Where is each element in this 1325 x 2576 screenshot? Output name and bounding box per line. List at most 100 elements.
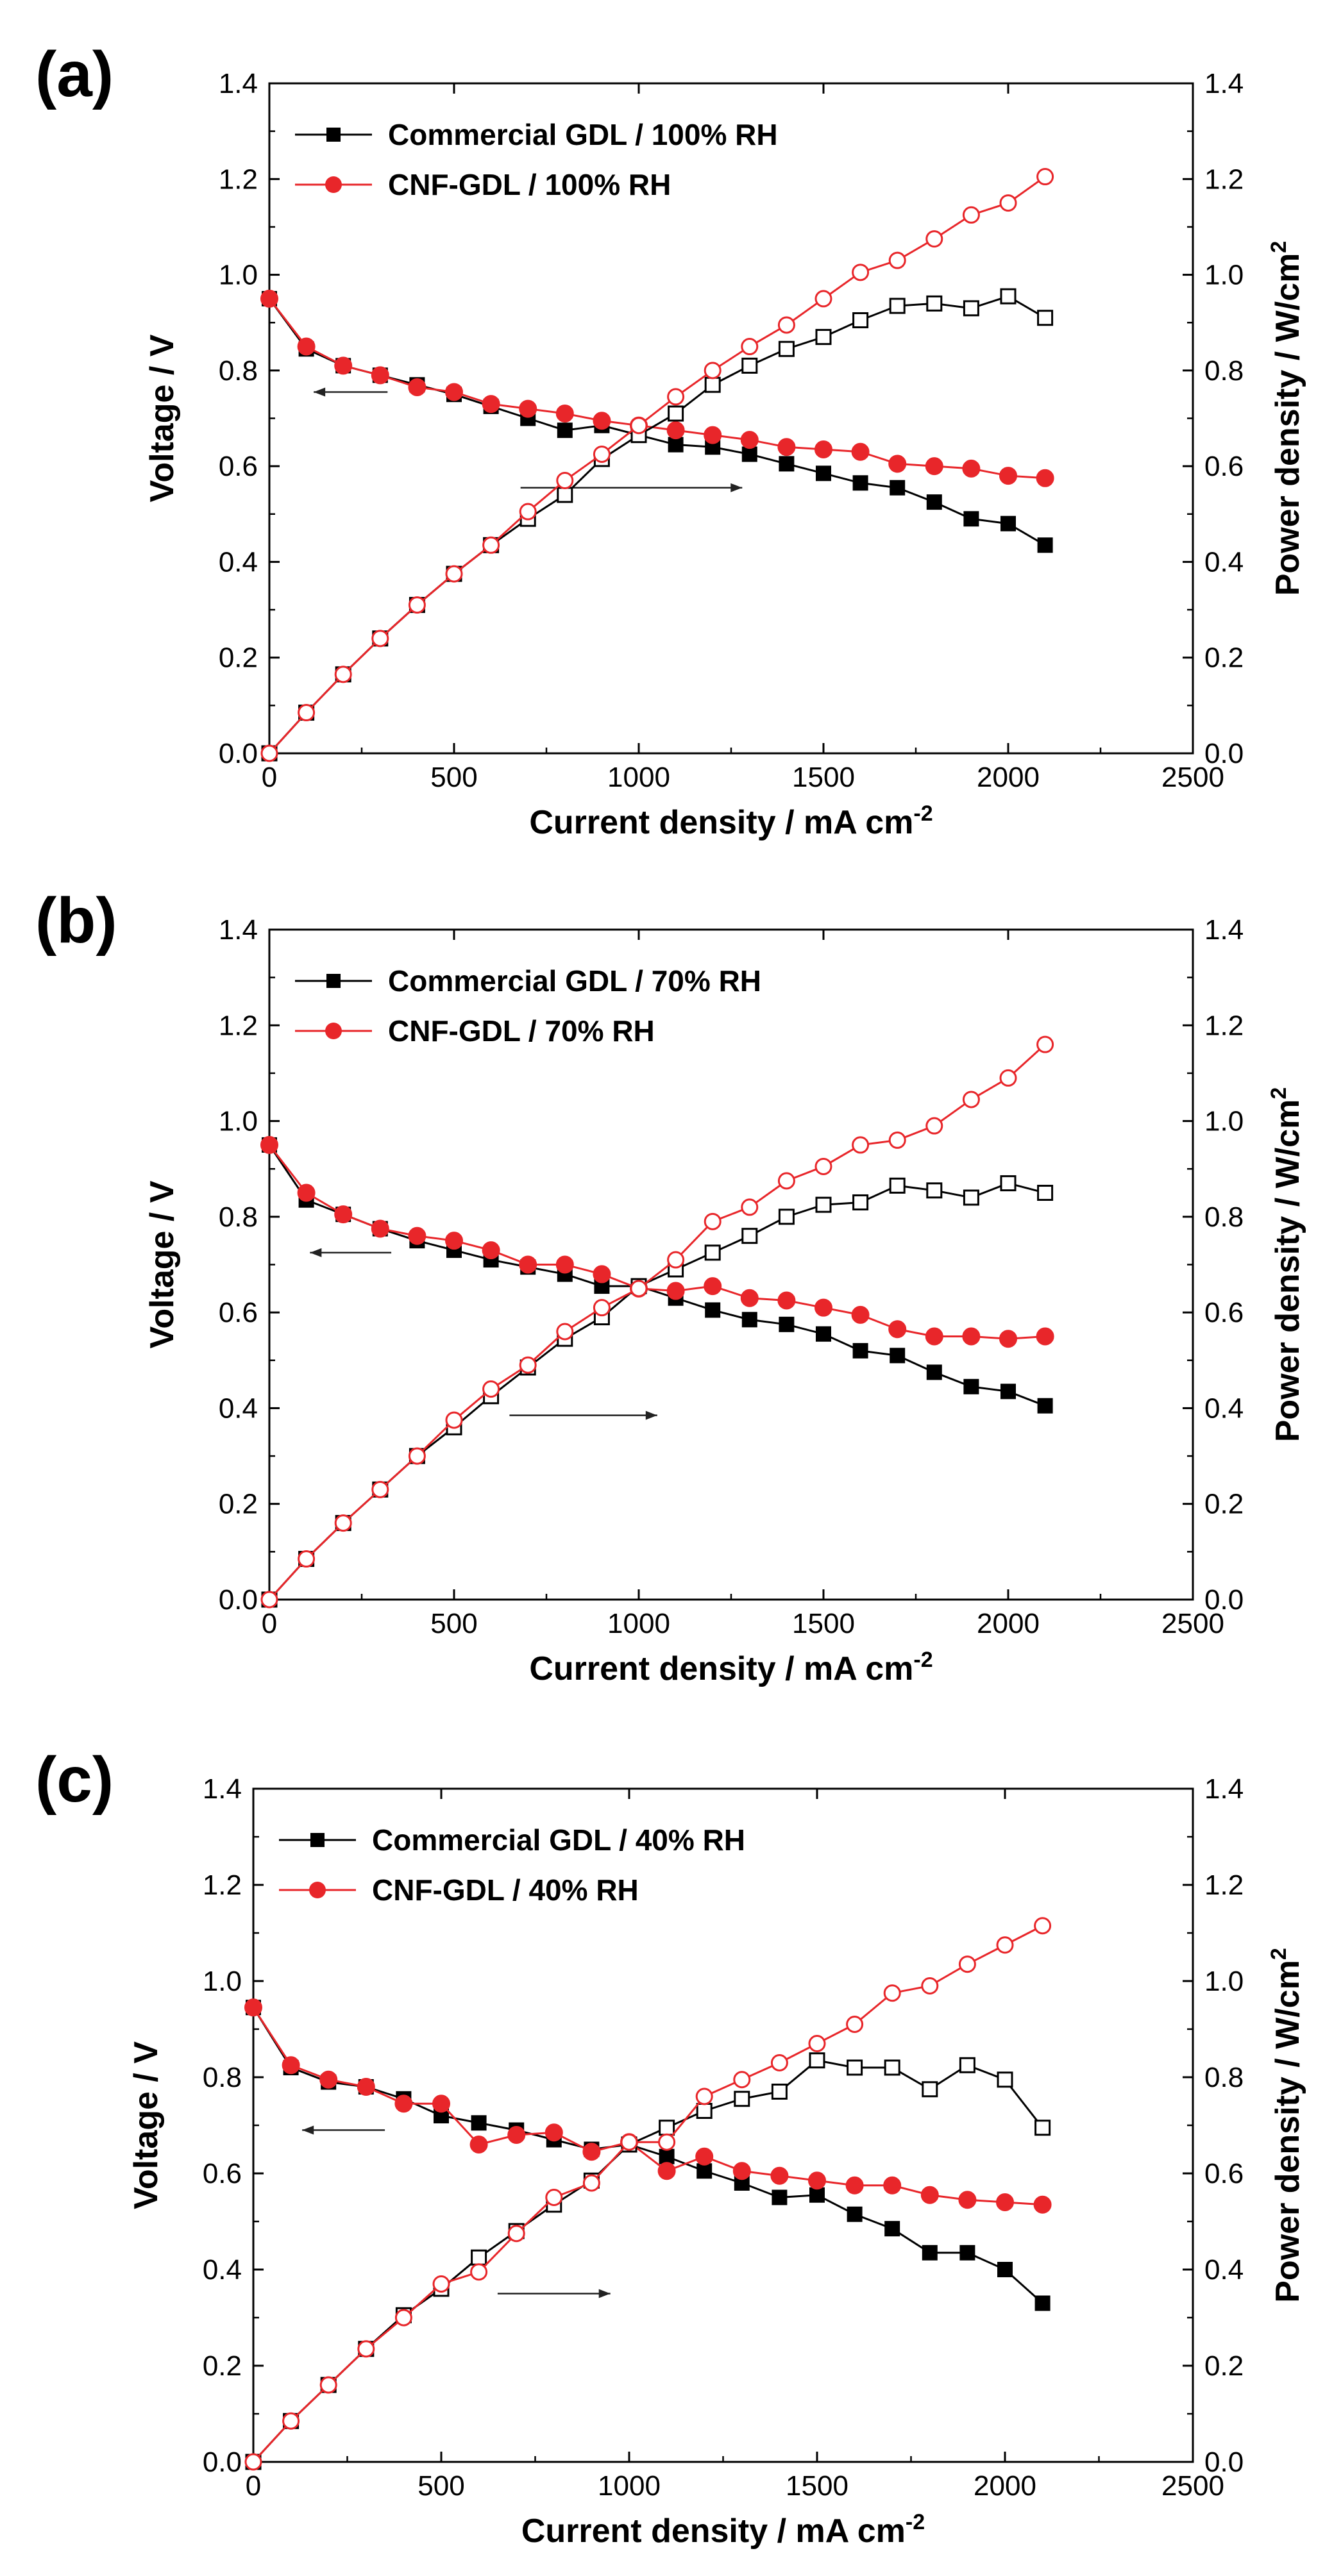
data-point — [770, 2054, 788, 2071]
data-point — [593, 1299, 611, 1317]
data-point — [888, 251, 906, 269]
y2-tick-label: 0.8 — [1204, 1201, 1244, 1233]
data-point — [922, 2081, 938, 2098]
legend-swatch-marker — [309, 1882, 326, 1898]
data-point — [260, 1135, 278, 1154]
data-point — [482, 395, 500, 414]
data-point — [659, 2120, 675, 2136]
data-point — [852, 475, 868, 491]
y-tick-label: 1.4 — [203, 1773, 242, 1805]
data-point — [555, 405, 574, 423]
series-2 — [261, 1175, 1054, 1608]
data-point — [705, 1302, 721, 1318]
data-point — [814, 1298, 832, 1317]
data-point — [704, 376, 721, 393]
data-point — [1037, 310, 1054, 326]
legend-swatch-marker — [326, 128, 341, 142]
y2-tick-label: 1.4 — [1204, 68, 1244, 99]
y2-axis-title-superscript: 2 — [1267, 241, 1291, 253]
data-point — [630, 417, 648, 435]
x-tick-label: 2500 — [1161, 2470, 1224, 2502]
data-point — [999, 467, 1017, 485]
data-point — [1037, 1185, 1054, 1201]
data-point — [925, 1327, 943, 1346]
data-point — [297, 1183, 316, 1202]
data-point — [1034, 2295, 1051, 2311]
legend-label: CNF-GDL / 70% RH — [388, 1014, 655, 1048]
series-line — [268, 1182, 1045, 1601]
data-point — [519, 1255, 537, 1274]
data-point — [890, 480, 906, 496]
x-tick-label: 1500 — [786, 2470, 848, 2502]
y2-axis-title: Power density / W/cm2 — [1267, 241, 1306, 596]
data-point — [962, 1091, 980, 1108]
x-tick-label: 1500 — [792, 762, 855, 793]
data-point — [704, 426, 722, 444]
data-point — [852, 1342, 868, 1359]
x-axis-title-superscript: -2 — [913, 1648, 933, 1672]
y2-tick-label: 0.0 — [1204, 1584, 1244, 1616]
data-point — [814, 1157, 832, 1175]
data-point — [852, 1194, 869, 1210]
data-point — [334, 1205, 353, 1224]
x-tick-label: 0 — [262, 762, 277, 793]
data-point — [1037, 537, 1053, 553]
data-point — [815, 329, 832, 346]
data-point — [741, 338, 759, 356]
data-point — [298, 1550, 316, 1568]
data-point — [889, 297, 906, 314]
data-point — [926, 295, 943, 312]
data-point — [445, 565, 463, 583]
data-point — [334, 1514, 352, 1532]
y2-tick-label: 1.2 — [1204, 163, 1244, 195]
data-point — [741, 446, 757, 462]
data-point — [926, 494, 942, 510]
y2-tick-label: 0.4 — [1204, 546, 1244, 578]
x-tick-label: 2500 — [1161, 1608, 1224, 1639]
data-point — [1000, 1175, 1017, 1192]
data-point — [997, 2262, 1013, 2277]
data-point — [394, 2309, 412, 2327]
series-2 — [261, 288, 1054, 762]
panel-label: (c) — [35, 1744, 114, 1816]
data-point — [1000, 515, 1016, 531]
y2-tick-label: 0.6 — [1204, 1297, 1244, 1328]
data-point — [319, 2376, 337, 2394]
data-point — [432, 2275, 450, 2293]
data-point — [771, 2084, 788, 2100]
x-axis-title-text: Current density / mA cm — [529, 1650, 913, 1687]
data-point — [482, 1380, 500, 1398]
y2-axis-title: Power density / W/cm2 — [1267, 1087, 1306, 1443]
data-point — [963, 1378, 979, 1394]
direction-arrowhead — [310, 1248, 322, 1257]
data-point — [469, 2136, 488, 2154]
series-1 — [244, 1998, 1052, 2214]
data-point — [666, 421, 685, 440]
data-point — [809, 2052, 825, 2069]
data-point — [883, 1984, 901, 2002]
data-point — [846, 2016, 864, 2033]
data-point — [963, 300, 979, 317]
data-point — [1000, 288, 1017, 305]
data-point — [408, 1226, 426, 1245]
data-point — [371, 630, 389, 648]
series-line — [252, 2059, 1043, 2463]
data-point — [593, 445, 611, 463]
series-line — [268, 298, 1046, 546]
data-point — [959, 2057, 975, 2073]
series-line — [268, 1144, 1045, 1340]
data-point — [704, 362, 722, 380]
series-line — [268, 1144, 1046, 1407]
y2-tick-label: 0.6 — [1204, 451, 1244, 482]
data-point — [1034, 1917, 1052, 1935]
data-point — [926, 1364, 942, 1380]
data-point — [620, 2133, 638, 2151]
data-point — [582, 2143, 601, 2161]
legend-swatch-marker — [326, 974, 341, 988]
series-line — [268, 1044, 1046, 1601]
data-point — [890, 1348, 906, 1364]
data-point — [668, 405, 684, 422]
data-point — [432, 2095, 450, 2113]
data-point — [778, 1209, 795, 1225]
